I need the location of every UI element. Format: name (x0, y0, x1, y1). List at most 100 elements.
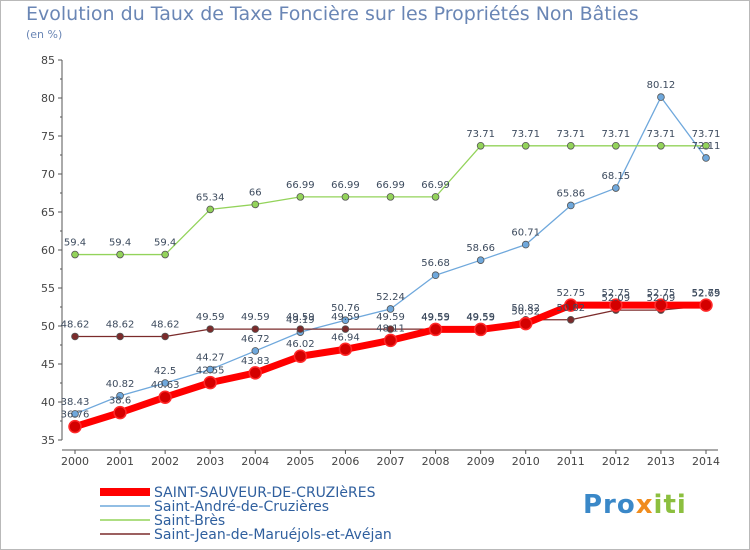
data-label: 73.71 (692, 129, 721, 140)
x-tick-label: 2009 (467, 455, 495, 468)
x-tick-label: 2006 (331, 455, 359, 468)
data-point (113, 405, 127, 420)
data-label: 40.82 (106, 379, 135, 390)
series-layer (68, 93, 713, 434)
y-axis: 35 40 45 50 55 60 65 70 75 80 85 (41, 54, 63, 447)
data-point (657, 93, 665, 101)
data-point (386, 305, 395, 313)
data-label: 49.59 (196, 312, 225, 323)
data-point (431, 193, 440, 201)
data-label: 50.32 (511, 307, 540, 318)
data-point (251, 347, 260, 355)
data-point (428, 322, 443, 337)
series-2 (71, 142, 710, 259)
y-tick-label: 70 (41, 168, 55, 181)
data-point (612, 184, 620, 192)
data-label: 73.71 (466, 129, 495, 140)
data-point (293, 349, 308, 363)
x-tick-label: 2008 (422, 455, 450, 468)
y-tick-label: 85 (41, 54, 55, 67)
data-point (71, 332, 79, 341)
data-label: 46.94 (331, 332, 360, 343)
x-tick-label: 2012 (602, 455, 630, 468)
data-point (296, 325, 305, 333)
data-label: 49.59 (421, 312, 450, 323)
data-label: 43.83 (241, 356, 270, 367)
data-point (251, 325, 260, 333)
data-label: 66.99 (376, 180, 405, 191)
x-tick-label: 2013 (647, 455, 675, 468)
data-point (612, 142, 620, 150)
y-tick-label: 65 (41, 206, 55, 219)
data-point (386, 193, 395, 201)
x-tick-label: 2010 (512, 455, 540, 468)
data-point (116, 332, 124, 341)
data-label: 72.11 (692, 141, 721, 152)
series-0 (68, 298, 713, 434)
data-point (296, 193, 305, 201)
y-tick-label: 60 (41, 244, 55, 257)
data-point (476, 142, 485, 150)
data-label: 46.02 (286, 339, 315, 350)
data-point (206, 365, 215, 374)
data-point (341, 316, 350, 325)
legend-label: SAINT-SAUVEUR-DE-CRUZIèRES (154, 485, 376, 501)
data-point (566, 315, 575, 324)
x-tick-label: 2000 (61, 455, 89, 468)
data-label: 65.34 (196, 192, 225, 203)
x-tick-label: 2001 (106, 455, 134, 468)
data-label: 52.75 (692, 288, 721, 299)
data-point (518, 316, 533, 331)
data-point (251, 200, 260, 209)
data-point (521, 240, 530, 249)
data-point (341, 325, 350, 333)
data-label: 49.59 (466, 312, 495, 323)
data-label: 44.27 (196, 353, 225, 364)
series-1 (71, 93, 710, 418)
data-label: 59.4 (154, 238, 176, 249)
data-point (68, 419, 82, 434)
data-point (161, 379, 169, 387)
data-label: 38.6 (109, 396, 131, 407)
data-label: 52.09 (647, 293, 676, 304)
data-label: 48.62 (106, 319, 135, 330)
data-point (699, 298, 713, 312)
data-label: 52.75 (647, 288, 676, 299)
data-label: 52.09 (602, 293, 631, 304)
data-label: 38.43 (61, 397, 90, 408)
data-label: 59.4 (109, 238, 131, 249)
y-tick-label: 75 (41, 130, 55, 143)
data-point (654, 298, 668, 312)
y-tick-label: 40 (41, 396, 55, 409)
data-label: 49.59 (331, 312, 360, 323)
legend-label: Saint-Jean-de-Maruéjols-et-Avéjan (154, 527, 392, 543)
data-label: 48.62 (151, 319, 180, 330)
data-label: 48.11 (376, 323, 405, 334)
legend-label: Saint-André-de-Cruzières (154, 499, 329, 515)
x-tick-label: 2002 (151, 455, 179, 468)
data-label: 49.19 (286, 315, 315, 326)
data-label: 58.66 (466, 243, 495, 254)
chart-title: Evolution du Taux de Taxe Foncière sur l… (26, 3, 639, 25)
data-point (71, 410, 79, 418)
data-label: 73.71 (647, 129, 676, 140)
data-point (476, 256, 485, 264)
data-point (702, 142, 710, 150)
data-label: 66.99 (421, 180, 450, 191)
y-tick-label: 55 (41, 282, 55, 295)
x-tick-label: 2005 (286, 455, 314, 468)
data-point (161, 250, 169, 259)
data-point (521, 142, 530, 150)
data-label: 42.5 (154, 366, 176, 377)
data-label: 80.12 (647, 80, 676, 91)
data-point (71, 250, 79, 259)
data-label: 50.76 (331, 303, 360, 314)
data-label: 49.55 (466, 312, 495, 323)
data-point (341, 193, 350, 201)
data-point (566, 201, 575, 210)
y-tick-label: 50 (41, 320, 55, 333)
data-label: 52.75 (602, 288, 631, 299)
data-label: 48.62 (61, 319, 90, 330)
data-labels: 36.7638.640.6342.5543.8346.0246.9448.114… (61, 80, 721, 421)
